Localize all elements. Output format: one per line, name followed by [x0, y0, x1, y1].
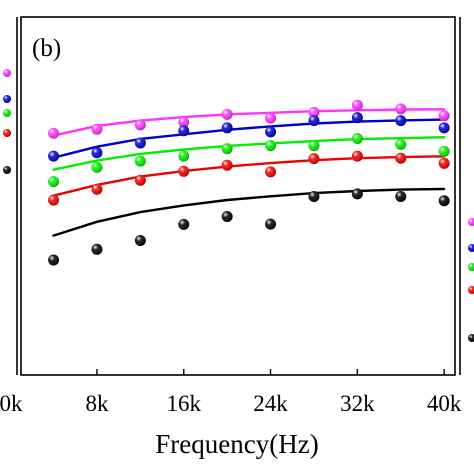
fit-line-5	[52, 187, 446, 237]
data-point-s2-5	[221, 122, 233, 134]
data-point-s1-3	[134, 119, 146, 131]
x-axis-tick-labels: 8k 16k 24k 32k 40k	[85, 391, 461, 416]
data-point-s2-6	[265, 126, 277, 138]
data-point-s4-10	[438, 157, 450, 169]
data-point-s4-7	[308, 153, 320, 165]
data-point-s2-4	[178, 125, 190, 137]
data-point-s5-8	[351, 188, 363, 200]
data-point-s2-2	[91, 147, 103, 159]
data-point-s3-6	[265, 140, 277, 152]
fit-line-2	[52, 118, 446, 159]
plot-frame	[20, 16, 456, 376]
data-point-s5-7	[308, 190, 320, 202]
data-point-s3-9	[395, 138, 407, 150]
x-tick-label-1: 8k	[85, 391, 109, 416]
x-axis-ticks	[96, 369, 445, 375]
left-panel-marker-5	[3, 166, 11, 174]
right-panel-marker-4	[468, 286, 474, 294]
data-point-s2-8	[351, 112, 363, 124]
data-point-s2-3	[134, 137, 146, 149]
data-point-s2-10	[438, 122, 450, 134]
data-point-s1-7	[308, 106, 320, 118]
data-point-s3-2	[91, 161, 103, 173]
data-point-s4-3	[134, 174, 146, 186]
left-panel-marker-4	[3, 129, 11, 137]
right-panel-markers	[468, 218, 474, 342]
fit-line-3	[52, 136, 446, 171]
right-panel-marker-1	[468, 218, 474, 226]
left-panel-marker-1	[3, 69, 11, 77]
data-point-s1-1	[48, 127, 60, 139]
data-point-s3-1	[48, 176, 60, 188]
x-tick-label-4: 32k	[340, 391, 375, 416]
fit-line-4	[52, 155, 446, 197]
data-point-s5-2	[91, 243, 103, 255]
data-point-s4-8	[351, 150, 363, 162]
data-point-s5-4	[178, 218, 190, 230]
data-point-s5-10	[438, 195, 450, 207]
data-points	[48, 99, 450, 266]
data-point-s2-1	[48, 150, 60, 162]
data-point-s1-10	[438, 110, 450, 122]
fit-line-1	[52, 108, 446, 137]
data-point-s4-1	[48, 194, 60, 206]
x-axis-title: Frequency(Hz)	[155, 429, 318, 459]
data-point-s3-8	[351, 133, 363, 145]
panel-label: (b)	[32, 35, 61, 62]
x-tick-label-5: 40k	[427, 391, 462, 416]
left-panel-markers	[3, 69, 11, 174]
x-tick-label-3: 24k	[253, 391, 288, 416]
data-point-s4-9	[395, 152, 407, 164]
data-point-s4-4	[178, 165, 190, 177]
left-panel-marker-2	[3, 95, 11, 103]
data-point-s4-5	[221, 159, 233, 171]
data-point-s5-5	[221, 211, 233, 223]
fit-lines	[52, 108, 446, 237]
data-point-s3-3	[134, 155, 146, 167]
data-point-s1-5	[221, 108, 233, 120]
data-point-s5-1	[48, 254, 60, 266]
right-panel-marker-2	[468, 244, 474, 252]
data-point-s4-6	[265, 166, 277, 178]
x-tick-label-2: 16k	[167, 391, 202, 416]
data-point-s2-7	[308, 115, 320, 127]
data-point-s3-10	[438, 145, 450, 157]
data-point-s4-2	[91, 183, 103, 195]
data-point-s1-4	[178, 116, 190, 128]
data-point-s3-5	[221, 143, 233, 155]
data-point-s3-7	[308, 140, 320, 152]
right-neighbor-panel	[459, 17, 474, 375]
data-point-s5-3	[134, 235, 146, 247]
left-neighbor-panel	[3, 17, 18, 375]
data-point-s1-2	[91, 123, 103, 135]
data-point-s1-8	[351, 99, 363, 111]
data-point-s1-9	[395, 103, 407, 115]
data-point-s2-9	[395, 115, 407, 127]
data-point-s1-6	[265, 112, 277, 124]
data-point-s3-4	[178, 150, 190, 162]
data-point-s5-9	[395, 190, 407, 202]
data-point-s5-6	[265, 218, 277, 230]
left-panel-marker-3	[3, 109, 11, 117]
right-panel-marker-5	[468, 334, 474, 342]
left-panel-tick-label: 0k	[0, 391, 23, 416]
right-panel-marker-3	[468, 263, 474, 271]
